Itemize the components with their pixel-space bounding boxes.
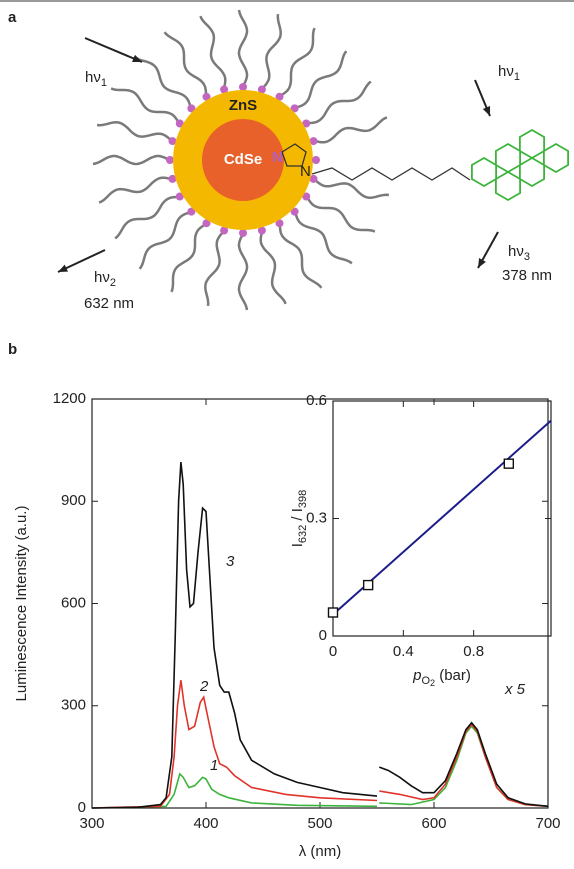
- photon-label: hν3: [508, 243, 530, 263]
- arrow: [85, 38, 142, 62]
- ligand: [111, 88, 179, 123]
- ligand: [295, 212, 352, 263]
- photon-label-base: hν: [498, 63, 514, 80]
- y-axis-label-part: / I: [289, 508, 306, 525]
- data-point: [364, 581, 373, 590]
- ligand: [97, 122, 171, 141]
- x-tick-label: 600: [421, 815, 446, 832]
- photon-label: hν2: [94, 269, 116, 289]
- x-axis-label: pO2 (bar): [412, 667, 471, 688]
- curve-annotation: 3: [226, 553, 235, 570]
- ligand-anchor: [166, 156, 174, 164]
- photon-label-sub: 3: [524, 251, 530, 263]
- photon-label-sub: 1: [101, 77, 107, 89]
- pyrene-ring: [544, 144, 568, 172]
- ligand: [307, 82, 371, 123]
- x-axis-label-part: (bar): [435, 667, 471, 684]
- pyrene-ring: [520, 158, 544, 186]
- x-tick-label: 700: [535, 815, 560, 832]
- data-point: [504, 459, 513, 468]
- x-tick-label: 0.8: [463, 643, 484, 660]
- photon-label-base: hν: [94, 269, 110, 286]
- panel-label: a: [8, 9, 17, 26]
- n-ring: N: [300, 163, 311, 180]
- photon-label: hν1: [85, 69, 107, 89]
- x-tick-label: 400: [193, 815, 218, 832]
- ligand: [239, 234, 247, 310]
- x-tick-label: 300: [79, 815, 104, 832]
- wavelength-label: 632 nm: [84, 295, 134, 312]
- ligand: [315, 117, 387, 142]
- curve-annotation: x 5: [504, 681, 526, 698]
- shell-label: ZnS: [229, 97, 257, 114]
- ligand-anchor: [239, 229, 247, 237]
- ligand: [261, 232, 286, 304]
- pyrene-ring: [472, 158, 496, 186]
- core-label: CdSe: [224, 151, 262, 168]
- ligand: [307, 197, 375, 232]
- photon-label-sub: 1: [514, 71, 520, 83]
- ligand: [280, 224, 321, 288]
- ligand: [171, 224, 206, 292]
- y-tick-label: 900: [61, 492, 86, 509]
- photon-label: hν1: [498, 63, 520, 83]
- y-axis-label-part: 398: [297, 490, 309, 508]
- arrow-head: [483, 106, 490, 116]
- pyrene-ring: [496, 172, 520, 200]
- photon-label-base: hν: [85, 69, 101, 86]
- alkyl-chain: [312, 168, 470, 180]
- ligand: [239, 10, 247, 86]
- ligand: [262, 14, 281, 88]
- ligand: [315, 179, 389, 198]
- data-point: [329, 608, 338, 617]
- pyrene-ring: [496, 144, 520, 172]
- ligand: [115, 197, 179, 238]
- ligand: [200, 16, 225, 88]
- pyrene-ring: [520, 130, 544, 158]
- n-bound: N: [272, 149, 283, 166]
- x-tick-label: 0.4: [393, 643, 414, 660]
- ligand: [165, 32, 206, 96]
- ligand-anchor: [239, 83, 247, 91]
- ligand: [205, 232, 224, 306]
- y-axis-label: I632 / I398: [289, 490, 309, 548]
- ligand: [134, 57, 191, 108]
- y-axis-label: Luminescence Intensity (a.u.): [13, 506, 30, 702]
- x-axis-label-part: p: [412, 667, 421, 684]
- plot-frame: [92, 399, 548, 808]
- figure: abZnSCdSeNNhν1hν1hν2hν3632 nm378 nm30040…: [0, 0, 574, 864]
- x-tick-label: 0: [329, 643, 337, 660]
- ligand: [99, 178, 171, 203]
- ligand: [295, 51, 346, 108]
- y-axis-label-part: 632: [297, 525, 309, 543]
- wavelength-label: 378 nm: [502, 267, 552, 284]
- panel-label: b: [8, 341, 17, 358]
- y-tick-label: 300: [61, 697, 86, 714]
- ligand-anchor: [312, 156, 320, 164]
- x-tick-label: 500: [307, 815, 332, 832]
- photon-label-base: hν: [508, 243, 524, 260]
- y-tick-label: 0.6: [306, 392, 327, 409]
- curve-annotation: 1: [210, 757, 218, 774]
- y-tick-label: 1200: [53, 390, 86, 407]
- y-tick-label: 0.3: [306, 509, 327, 526]
- ligand: [280, 28, 315, 96]
- y-tick-label: 0: [78, 799, 86, 816]
- y-tick-label: 0: [319, 627, 327, 644]
- photon-label-sub: 2: [110, 277, 116, 289]
- ligand: [93, 156, 169, 164]
- y-tick-label: 600: [61, 594, 86, 611]
- ligand: [140, 212, 191, 269]
- x-axis-label: λ (nm): [299, 843, 342, 860]
- curve-annotation: 2: [199, 678, 209, 695]
- spectrum-line: [92, 680, 548, 808]
